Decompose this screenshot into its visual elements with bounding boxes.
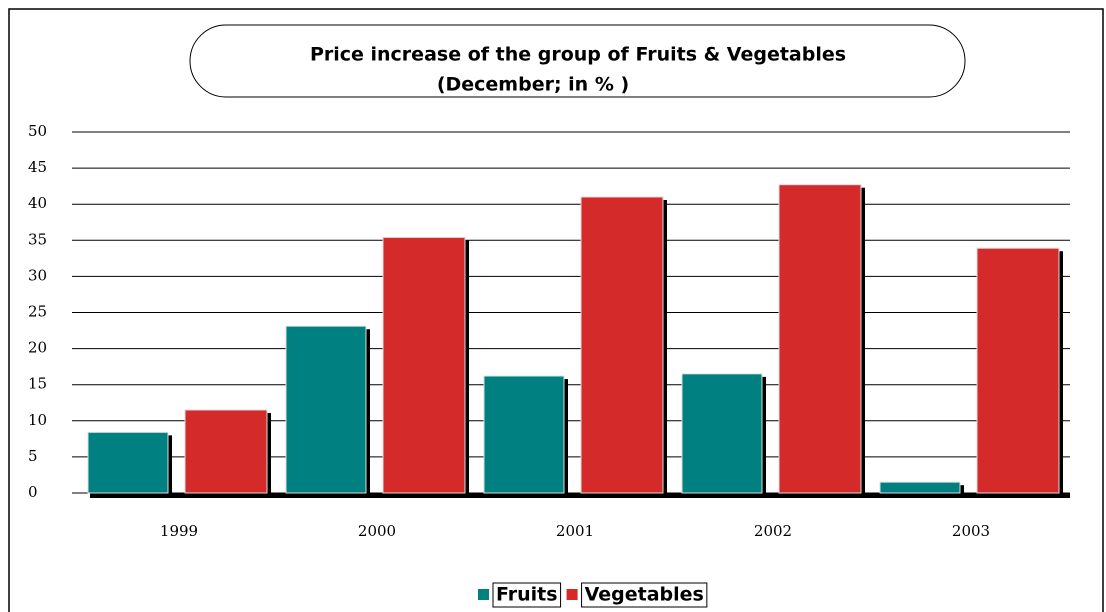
chart-subtitle: (December; in % ) bbox=[437, 74, 629, 96]
bar bbox=[285, 325, 367, 494]
title-box bbox=[189, 24, 966, 98]
y-tick-label: 15 bbox=[28, 375, 47, 393]
bar bbox=[879, 481, 961, 494]
bar bbox=[87, 431, 169, 494]
legend-swatch bbox=[478, 589, 489, 600]
bar bbox=[681, 373, 763, 494]
y-tick-label: 20 bbox=[28, 339, 47, 357]
x-tick-label: 1999 bbox=[160, 522, 198, 540]
y-tick-label: 35 bbox=[28, 230, 47, 248]
legend-box bbox=[581, 582, 708, 608]
bar bbox=[580, 196, 664, 494]
legend-swatch bbox=[566, 589, 578, 600]
legend-label: Fruits bbox=[496, 584, 558, 606]
y-tick-label: 40 bbox=[28, 194, 47, 212]
bar bbox=[976, 247, 1060, 494]
bar bbox=[778, 184, 862, 494]
y-tick-label: 10 bbox=[28, 411, 47, 429]
bar bbox=[483, 375, 565, 494]
chart-title: Price increase of the group of Fruits & … bbox=[310, 44, 846, 66]
x-tick-label: 2002 bbox=[754, 522, 792, 540]
y-tick-label: 45 bbox=[28, 158, 47, 176]
x-tick-label: 2001 bbox=[556, 522, 594, 540]
chart-frame bbox=[8, 8, 1104, 612]
y-tick-label: 0 bbox=[28, 483, 38, 501]
y-tick-label: 5 bbox=[28, 447, 38, 465]
x-tick-label: 2000 bbox=[358, 522, 396, 540]
legend-label: Vegetables bbox=[585, 584, 704, 606]
bar bbox=[184, 409, 268, 494]
bar bbox=[382, 236, 466, 494]
y-tick-label: 30 bbox=[28, 266, 47, 284]
y-tick-label: 25 bbox=[28, 303, 47, 321]
x-tick-label: 2003 bbox=[952, 522, 990, 540]
y-tick-label: 50 bbox=[28, 122, 47, 140]
legend-box bbox=[492, 582, 562, 608]
baseline-shadow bbox=[90, 493, 1070, 498]
